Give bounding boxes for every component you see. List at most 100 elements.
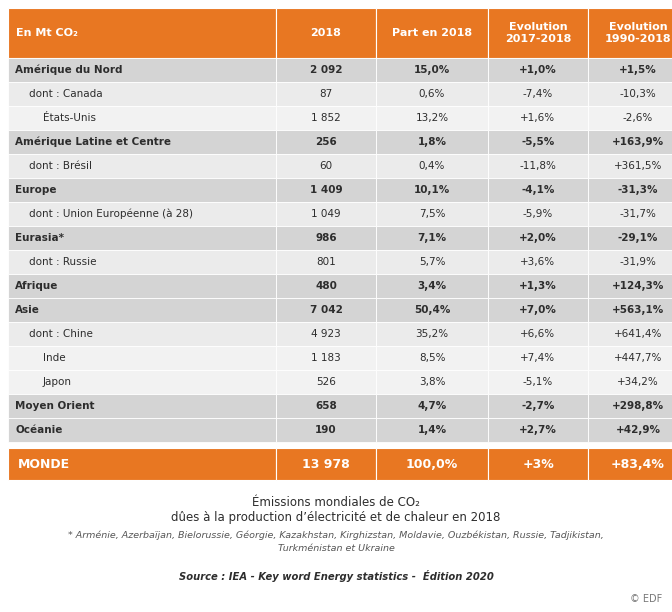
Text: Amérique du Nord: Amérique du Nord bbox=[15, 65, 122, 75]
Text: Eurasia*: Eurasia* bbox=[15, 233, 64, 243]
Bar bbox=[276, 448, 376, 480]
Text: 256: 256 bbox=[315, 137, 337, 147]
Text: -29,1%: -29,1% bbox=[618, 233, 658, 243]
Text: +1,5%: +1,5% bbox=[619, 65, 657, 75]
Bar bbox=[8, 250, 276, 274]
Bar bbox=[588, 8, 672, 58]
Text: 4 923: 4 923 bbox=[311, 329, 341, 339]
Text: +42,9%: +42,9% bbox=[616, 425, 661, 435]
Bar bbox=[376, 448, 488, 480]
Text: dont : Canada: dont : Canada bbox=[29, 89, 103, 99]
Bar bbox=[8, 346, 276, 370]
Text: +1,3%: +1,3% bbox=[519, 281, 557, 291]
Bar bbox=[8, 202, 276, 226]
Text: +298,8%: +298,8% bbox=[612, 401, 664, 411]
Bar bbox=[588, 322, 672, 346]
Bar bbox=[8, 178, 276, 202]
Text: Source : IEA - Key word Energy statistics -  Édition 2020: Source : IEA - Key word Energy statistic… bbox=[179, 570, 493, 582]
Bar bbox=[276, 8, 376, 58]
Bar bbox=[488, 250, 588, 274]
Text: 0,6%: 0,6% bbox=[419, 89, 445, 99]
Text: 801: 801 bbox=[316, 257, 336, 267]
Bar bbox=[488, 202, 588, 226]
Bar bbox=[588, 346, 672, 370]
Bar bbox=[488, 106, 588, 130]
Bar bbox=[488, 394, 588, 418]
Bar bbox=[276, 226, 376, 250]
Text: -31,9%: -31,9% bbox=[620, 257, 657, 267]
Text: +2,0%: +2,0% bbox=[519, 233, 557, 243]
Text: -5,1%: -5,1% bbox=[523, 377, 553, 387]
Bar bbox=[488, 298, 588, 322]
Bar bbox=[488, 58, 588, 82]
Bar bbox=[8, 322, 276, 346]
Text: +447,7%: +447,7% bbox=[614, 353, 662, 363]
Text: -7,4%: -7,4% bbox=[523, 89, 553, 99]
Text: Émissions mondiales de CO₂: Émissions mondiales de CO₂ bbox=[252, 496, 420, 509]
Text: 3,8%: 3,8% bbox=[419, 377, 446, 387]
Text: -5,5%: -5,5% bbox=[521, 137, 554, 147]
Bar bbox=[376, 250, 488, 274]
Text: * Arménie, Azerbaïjan, Bielorussie, Géorgie, Kazakhstan, Kirghizstan, Moldavie, : * Arménie, Azerbaïjan, Bielorussie, Géor… bbox=[68, 531, 604, 553]
Text: 1 183: 1 183 bbox=[311, 353, 341, 363]
Text: 15,0%: 15,0% bbox=[414, 65, 450, 75]
Text: Moyen Orient: Moyen Orient bbox=[15, 401, 95, 411]
Bar bbox=[376, 322, 488, 346]
Bar bbox=[276, 250, 376, 274]
Bar bbox=[376, 202, 488, 226]
Bar bbox=[488, 8, 588, 58]
Bar bbox=[8, 58, 276, 82]
Text: +7,0%: +7,0% bbox=[519, 305, 557, 315]
Bar bbox=[588, 154, 672, 178]
Bar bbox=[488, 274, 588, 298]
Text: 2018: 2018 bbox=[310, 28, 341, 38]
Text: 658: 658 bbox=[315, 401, 337, 411]
Text: 7,1%: 7,1% bbox=[417, 233, 447, 243]
Text: +1,0%: +1,0% bbox=[519, 65, 557, 75]
Text: Part en 2018: Part en 2018 bbox=[392, 28, 472, 38]
Bar bbox=[8, 82, 276, 106]
Text: Japon: Japon bbox=[43, 377, 72, 387]
Text: 10,1%: 10,1% bbox=[414, 185, 450, 195]
Bar bbox=[588, 226, 672, 250]
Text: dont : Chine: dont : Chine bbox=[29, 329, 93, 339]
Bar bbox=[376, 418, 488, 442]
Text: +1,6%: +1,6% bbox=[520, 113, 556, 123]
Bar bbox=[276, 106, 376, 130]
Bar bbox=[8, 226, 276, 250]
Bar bbox=[376, 346, 488, 370]
Bar bbox=[276, 154, 376, 178]
Bar bbox=[376, 298, 488, 322]
Bar bbox=[376, 226, 488, 250]
Text: 35,2%: 35,2% bbox=[415, 329, 449, 339]
Text: +563,1%: +563,1% bbox=[612, 305, 664, 315]
Text: -5,9%: -5,9% bbox=[523, 209, 553, 219]
Bar bbox=[588, 448, 672, 480]
Text: 3,4%: 3,4% bbox=[417, 281, 447, 291]
Bar bbox=[588, 130, 672, 154]
Bar bbox=[588, 394, 672, 418]
Text: 5,7%: 5,7% bbox=[419, 257, 446, 267]
Bar bbox=[276, 370, 376, 394]
Text: 1 409: 1 409 bbox=[310, 185, 342, 195]
Text: Afrique: Afrique bbox=[15, 281, 58, 291]
Text: -2,7%: -2,7% bbox=[521, 401, 554, 411]
Bar bbox=[276, 202, 376, 226]
Bar bbox=[376, 370, 488, 394]
Text: 1 049: 1 049 bbox=[311, 209, 341, 219]
Text: MONDE: MONDE bbox=[18, 458, 70, 471]
Bar bbox=[8, 274, 276, 298]
Bar bbox=[8, 298, 276, 322]
Bar bbox=[588, 418, 672, 442]
Text: 480: 480 bbox=[315, 281, 337, 291]
Bar bbox=[8, 8, 276, 58]
Bar bbox=[276, 298, 376, 322]
Text: Océanie: Océanie bbox=[15, 425, 62, 435]
Bar bbox=[376, 82, 488, 106]
Text: Evolution
2017-2018: Evolution 2017-2018 bbox=[505, 22, 571, 44]
Text: -4,1%: -4,1% bbox=[521, 185, 554, 195]
Bar bbox=[376, 8, 488, 58]
Bar bbox=[588, 202, 672, 226]
Text: 50,4%: 50,4% bbox=[414, 305, 450, 315]
Bar bbox=[488, 418, 588, 442]
